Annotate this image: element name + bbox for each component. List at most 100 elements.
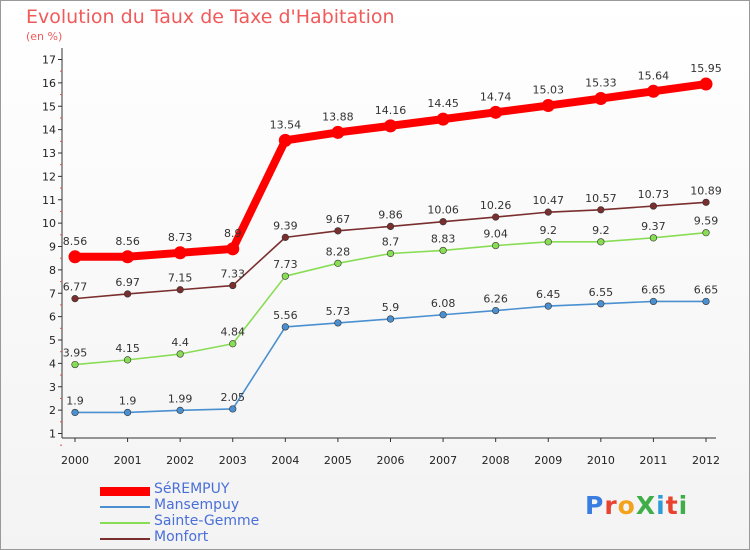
y-tick-label: 6	[49, 311, 56, 324]
data-point	[439, 311, 447, 319]
y-tick-label: 2	[49, 404, 56, 417]
data-label: 10.73	[638, 188, 670, 201]
data-label: 9.67	[326, 213, 351, 226]
data-point	[71, 408, 79, 417]
x-tick-label: 2011	[639, 454, 667, 467]
data-label: 7.73	[273, 258, 298, 271]
y-tick-label: 11	[42, 194, 56, 207]
data-label: 15.33	[585, 77, 617, 90]
data-point	[71, 295, 79, 303]
data-point	[597, 238, 605, 246]
logo-letter: r	[604, 491, 618, 520]
data-point	[541, 99, 555, 113]
data-point	[226, 242, 240, 256]
data-point	[229, 340, 237, 348]
data-point	[702, 229, 710, 237]
data-point	[278, 133, 292, 147]
legend-swatch	[100, 506, 150, 508]
data-label: 10.06	[427, 204, 459, 217]
data-label: 10.26	[480, 199, 512, 212]
y-tick-label: 10	[42, 217, 56, 230]
x-tick-label: 2004	[271, 454, 299, 467]
data-label: 8.28	[326, 245, 351, 258]
legend-swatch	[100, 538, 150, 540]
data-label: 15.64	[638, 69, 670, 82]
data-point	[492, 213, 500, 221]
chart-subtitle: (en %)	[26, 30, 63, 43]
data-point	[176, 350, 184, 358]
data-point	[649, 202, 658, 210]
data-point	[544, 208, 552, 216]
data-label: 5.9	[382, 301, 400, 314]
data-point	[597, 300, 605, 308]
x-tick-label: 2005	[324, 454, 352, 467]
data-label: 4.4	[171, 336, 189, 349]
data-point	[71, 360, 79, 369]
y-tick-label: 4	[49, 357, 56, 370]
y-tick-label: 12	[42, 170, 56, 183]
data-label: 14.45	[427, 97, 459, 110]
chart-title: Evolution du Taux de Taxe d'Habitation	[26, 6, 395, 28]
data-label: 8.73	[168, 231, 193, 244]
data-label: 9.04	[483, 228, 508, 241]
data-label: 10.57	[585, 192, 617, 205]
data-point	[492, 306, 500, 315]
data-label: 6.97	[115, 276, 140, 289]
logo-letter: i	[656, 491, 666, 520]
y-tick-label: 13	[42, 147, 56, 160]
data-point	[386, 222, 395, 230]
data-point	[489, 105, 503, 119]
data-point	[229, 405, 237, 413]
data-label: 13.88	[322, 110, 354, 123]
legend-swatch	[100, 486, 150, 496]
x-tick-label: 2009	[534, 454, 562, 467]
data-point	[436, 112, 450, 126]
data-point	[281, 233, 289, 241]
data-label: 1.9	[66, 394, 84, 407]
data-label: 9.2	[540, 224, 558, 237]
x-tick-label: 2007	[429, 454, 457, 467]
x-tick-label: 2010	[587, 454, 615, 467]
data-point	[123, 408, 132, 417]
data-label: 8.9	[224, 227, 242, 240]
data-label: 8.83	[431, 232, 456, 245]
data-label: 6.55	[589, 286, 614, 299]
data-point	[544, 302, 552, 310]
y-tick-label: 7	[49, 287, 56, 300]
logo-letter: o	[617, 491, 636, 520]
data-label: 8.56	[115, 235, 140, 248]
data-label: 6.26	[483, 293, 508, 306]
legend-swatch	[100, 522, 150, 524]
data-label: 5.56	[273, 309, 298, 322]
logo-letter: t	[665, 491, 679, 520]
data-label: 13.54	[270, 118, 302, 131]
y-tick-label: 14	[42, 124, 56, 137]
data-point	[702, 297, 710, 306]
data-point	[331, 125, 345, 139]
data-label: 14.74	[480, 90, 512, 103]
legend-label: Mansempuy	[154, 497, 240, 513]
data-point	[334, 319, 342, 327]
y-tick-label: 3	[49, 381, 56, 394]
logo-letter: i	[678, 491, 689, 520]
data-point	[649, 297, 658, 306]
y-tick-label: 9	[49, 241, 56, 254]
data-point	[544, 238, 552, 246]
x-tick-label: 2002	[166, 454, 194, 467]
data-point	[646, 84, 660, 98]
data-label: 9.59	[694, 215, 719, 228]
data-label: 9.37	[641, 220, 666, 233]
x-tick-label: 2001	[114, 454, 142, 467]
data-label: 9.86	[378, 208, 403, 221]
data-label: 5.73	[326, 305, 351, 318]
data-point	[649, 234, 658, 242]
data-point	[281, 272, 289, 280]
data-point	[439, 246, 447, 255]
data-point	[334, 227, 342, 235]
data-point	[176, 406, 184, 414]
logo-letter: X	[635, 491, 657, 520]
data-label: 6.77	[63, 281, 88, 294]
data-label: 15.03	[533, 84, 565, 97]
data-label: 2.05	[221, 391, 246, 404]
